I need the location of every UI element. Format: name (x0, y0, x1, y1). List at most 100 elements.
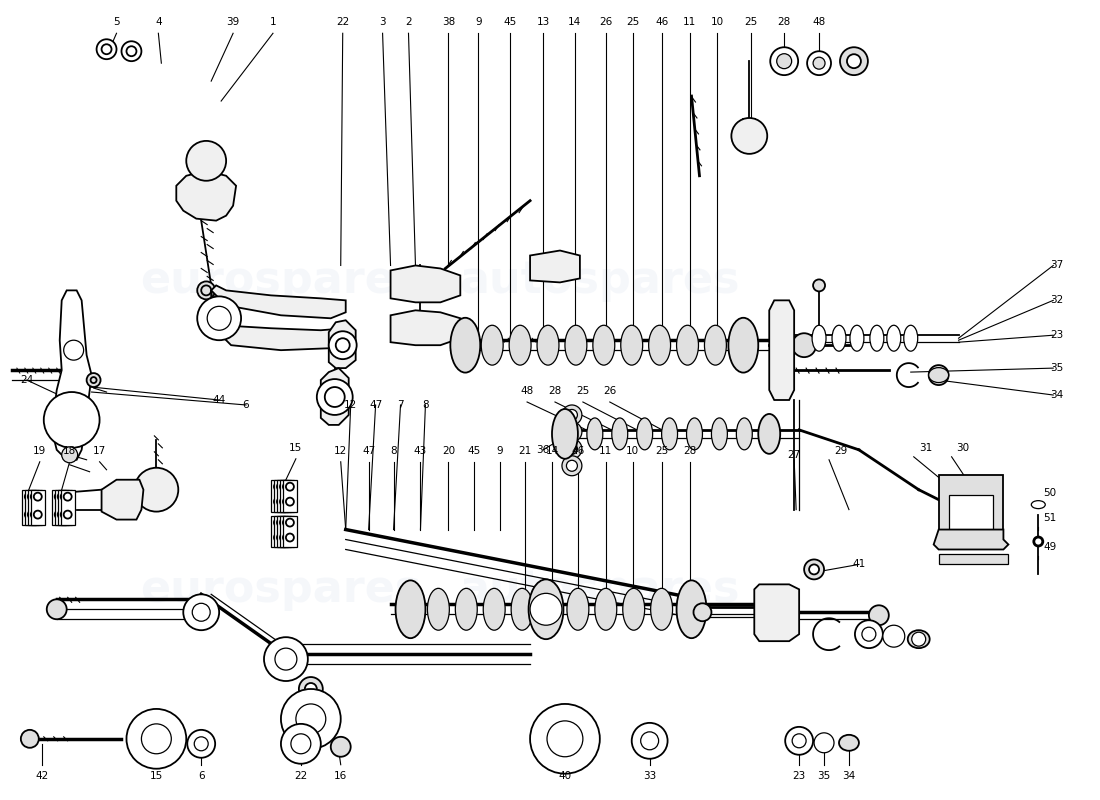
Circle shape (840, 47, 868, 75)
Text: 6: 6 (243, 400, 250, 410)
Bar (22, 490, 36, 525)
Circle shape (277, 498, 285, 506)
Ellipse shape (566, 426, 578, 438)
Ellipse shape (562, 405, 582, 425)
Bar (25, 490, 39, 525)
Ellipse shape (649, 326, 671, 365)
Bar (52, 490, 66, 525)
Circle shape (90, 377, 97, 383)
Circle shape (928, 365, 948, 385)
Circle shape (31, 493, 38, 501)
Circle shape (187, 730, 216, 758)
Text: 11: 11 (600, 446, 613, 456)
Text: 12: 12 (344, 400, 358, 410)
Text: 45: 45 (468, 446, 481, 456)
Text: 22: 22 (294, 770, 308, 781)
Bar (283, 515, 297, 547)
Text: 26: 26 (600, 18, 613, 27)
Circle shape (279, 482, 288, 490)
Circle shape (804, 559, 824, 579)
Circle shape (197, 296, 241, 340)
Ellipse shape (481, 326, 503, 365)
Text: 28: 28 (778, 18, 791, 27)
Ellipse shape (454, 326, 476, 365)
Text: 28: 28 (549, 386, 562, 396)
Ellipse shape (562, 456, 582, 476)
Ellipse shape (620, 326, 642, 365)
Circle shape (277, 534, 285, 542)
Text: 12: 12 (334, 446, 348, 456)
Circle shape (64, 493, 72, 501)
Circle shape (279, 534, 288, 542)
Text: 33: 33 (644, 770, 657, 781)
Ellipse shape (566, 588, 588, 630)
Circle shape (277, 518, 285, 526)
Circle shape (283, 482, 290, 490)
Text: 15: 15 (150, 770, 163, 781)
Ellipse shape (509, 326, 531, 365)
Bar (279, 480, 294, 512)
Bar (277, 515, 290, 547)
Polygon shape (101, 480, 143, 519)
Circle shape (101, 44, 111, 54)
Ellipse shape (552, 409, 578, 458)
Text: autospares: autospares (460, 259, 740, 302)
Circle shape (277, 482, 285, 490)
Text: 27: 27 (788, 450, 801, 460)
Circle shape (34, 510, 42, 518)
Ellipse shape (566, 460, 578, 471)
Circle shape (201, 286, 211, 295)
Bar (938, 474, 1003, 530)
Text: 26: 26 (603, 386, 616, 396)
Ellipse shape (758, 414, 780, 454)
Circle shape (31, 510, 38, 518)
Ellipse shape (455, 588, 477, 630)
Ellipse shape (565, 326, 587, 365)
Text: 49: 49 (1043, 542, 1056, 553)
Text: 23: 23 (1050, 330, 1064, 340)
Text: 34: 34 (843, 770, 856, 781)
Text: 6: 6 (198, 770, 205, 781)
Ellipse shape (593, 326, 615, 365)
Ellipse shape (661, 418, 678, 450)
Text: eurospares: eurospares (141, 259, 421, 302)
Circle shape (813, 279, 825, 291)
Circle shape (275, 648, 297, 670)
Polygon shape (769, 300, 794, 400)
Text: 34: 34 (1050, 390, 1064, 400)
Ellipse shape (537, 326, 559, 365)
Ellipse shape (928, 368, 948, 382)
Ellipse shape (733, 326, 755, 365)
Text: 30: 30 (957, 443, 970, 453)
Ellipse shape (396, 580, 426, 638)
Text: 23: 23 (792, 770, 806, 781)
Circle shape (274, 498, 282, 506)
Ellipse shape (736, 418, 752, 450)
Circle shape (814, 733, 834, 753)
Circle shape (331, 737, 351, 757)
Text: 3: 3 (379, 18, 386, 27)
Circle shape (34, 493, 42, 501)
Text: 51: 51 (1043, 513, 1056, 522)
Text: 16: 16 (334, 770, 348, 781)
Circle shape (883, 626, 905, 647)
Circle shape (286, 534, 294, 542)
Text: 29: 29 (834, 446, 847, 456)
Polygon shape (530, 250, 580, 282)
Ellipse shape (539, 588, 561, 630)
Text: 8: 8 (422, 400, 429, 410)
Text: 39: 39 (227, 18, 240, 27)
Circle shape (792, 334, 816, 357)
Ellipse shape (637, 418, 652, 450)
Circle shape (264, 637, 308, 681)
Circle shape (283, 498, 290, 506)
Ellipse shape (679, 588, 701, 630)
Text: 4: 4 (155, 18, 162, 27)
Circle shape (810, 565, 820, 574)
Text: 17: 17 (92, 446, 107, 456)
Ellipse shape (676, 326, 698, 365)
Text: 15: 15 (289, 443, 302, 453)
Circle shape (97, 39, 117, 59)
Circle shape (195, 737, 208, 750)
Circle shape (286, 518, 294, 526)
